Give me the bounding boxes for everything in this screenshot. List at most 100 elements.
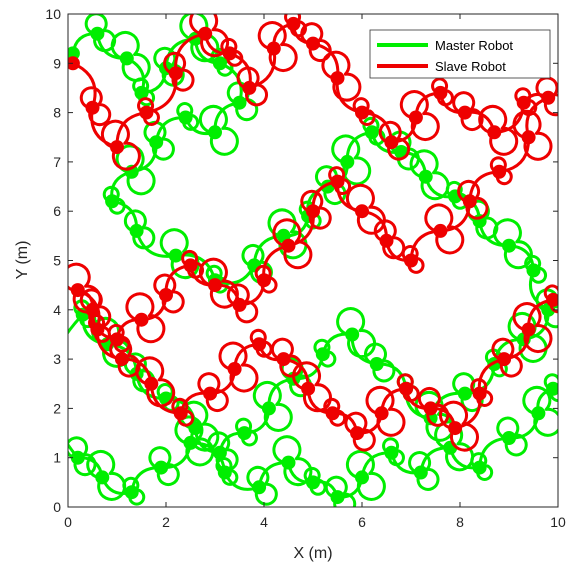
series-point-slave bbox=[110, 140, 124, 155]
series-point-master bbox=[306, 475, 320, 490]
x-tick-label: 4 bbox=[260, 514, 268, 530]
series-point-slave bbox=[114, 352, 129, 367]
series-point-slave bbox=[257, 273, 271, 288]
series-point-slave bbox=[252, 337, 267, 352]
series-point-master bbox=[178, 110, 193, 125]
series-line-slave bbox=[68, 14, 558, 452]
series-point-slave bbox=[208, 278, 222, 293]
series-point-slave bbox=[457, 105, 472, 120]
series-point-master bbox=[237, 426, 252, 441]
series-point-master bbox=[315, 347, 330, 362]
y-tick-label: 1 bbox=[53, 450, 61, 466]
series-point-master bbox=[129, 223, 144, 238]
y-tick-label: 7 bbox=[53, 154, 61, 170]
series-point-slave bbox=[516, 95, 531, 110]
series-point-slave bbox=[198, 26, 213, 41]
series-point-master bbox=[252, 480, 267, 495]
series-point-slave bbox=[433, 85, 448, 100]
series-point-master bbox=[281, 455, 296, 470]
series-point-slave bbox=[85, 100, 100, 115]
series-point-master bbox=[457, 386, 472, 401]
series-point-master bbox=[149, 135, 164, 150]
y-tick-label: 10 bbox=[45, 6, 61, 22]
series-point-slave bbox=[306, 36, 320, 51]
series-point-master bbox=[119, 51, 134, 66]
legend-slave-label: Slave Robot bbox=[435, 59, 506, 74]
series-point-slave bbox=[521, 130, 536, 145]
series-point-master bbox=[212, 56, 227, 71]
series-point-slave bbox=[144, 376, 159, 391]
y-tick-label: 4 bbox=[53, 302, 61, 318]
series-point-master bbox=[217, 465, 232, 480]
series-point-slave bbox=[242, 80, 257, 95]
series-point-slave bbox=[399, 381, 414, 396]
series-point-slave bbox=[384, 135, 399, 150]
series-point-master bbox=[183, 435, 198, 450]
series-point-slave bbox=[301, 381, 316, 396]
series-point-master bbox=[418, 169, 433, 184]
x-tick-label: 6 bbox=[358, 514, 366, 530]
y-tick-label: 9 bbox=[53, 55, 61, 71]
series-point-slave bbox=[374, 406, 389, 421]
series-point-slave bbox=[330, 71, 345, 86]
series-point-master bbox=[502, 431, 516, 445]
series-point-master bbox=[502, 238, 516, 253]
series-point-slave bbox=[70, 283, 85, 298]
series-point-master bbox=[168, 248, 183, 263]
y-tick-label: 6 bbox=[53, 203, 61, 219]
series-point-master bbox=[526, 263, 541, 278]
series-point-slave bbox=[168, 66, 183, 81]
series-point-master bbox=[364, 125, 379, 140]
series-point-slave bbox=[110, 332, 124, 347]
series-point-slave bbox=[266, 41, 281, 56]
series-point-slave bbox=[546, 292, 558, 307]
series-point-slave bbox=[276, 352, 291, 367]
y-tick-label: 0 bbox=[53, 499, 61, 515]
x-tick-label: 8 bbox=[456, 514, 464, 530]
series-point-master bbox=[340, 154, 355, 169]
x-axis-label: X (m) bbox=[293, 545, 332, 562]
data-layer bbox=[68, 14, 558, 507]
series-point-slave bbox=[90, 322, 105, 337]
legend-master-label: Master Robot bbox=[435, 38, 513, 53]
ticks-layer: 0 2 4 6 8 10 0 1 2 3 4 5 6 7 8 9 10 bbox=[45, 6, 566, 530]
x-tick-label: 10 bbox=[550, 514, 566, 530]
series-point-master bbox=[212, 445, 227, 460]
y-tick-label: 5 bbox=[53, 253, 61, 269]
series-point-master bbox=[345, 327, 360, 342]
y-tick-label: 2 bbox=[53, 400, 61, 416]
series-point-master bbox=[330, 490, 345, 505]
series-point-master bbox=[154, 460, 169, 475]
series-point-slave bbox=[355, 204, 369, 219]
series-point-slave bbox=[350, 426, 365, 441]
series-point-master bbox=[90, 26, 105, 41]
series-point-slave bbox=[355, 105, 369, 120]
series-point-master bbox=[134, 85, 149, 100]
series-point-master bbox=[355, 470, 369, 485]
series-point-slave bbox=[330, 174, 345, 189]
series-point-slave bbox=[379, 233, 394, 248]
series-point-master bbox=[261, 401, 276, 416]
series-point-master bbox=[413, 465, 428, 480]
series-point-master bbox=[546, 381, 558, 396]
series-point-slave bbox=[281, 238, 296, 253]
series-point-slave bbox=[183, 258, 198, 273]
x-tick-label: 0 bbox=[64, 514, 72, 530]
y-tick-label: 3 bbox=[53, 351, 61, 367]
series-point-master bbox=[531, 406, 546, 421]
series-point-slave bbox=[286, 16, 301, 31]
legend-box bbox=[369, 29, 551, 79]
series-point-master bbox=[369, 357, 384, 371]
series-point-master bbox=[247, 258, 262, 273]
series-point-slave bbox=[497, 352, 512, 367]
series-point-slave bbox=[448, 421, 463, 436]
series-point-slave bbox=[68, 56, 80, 71]
series-point-master bbox=[384, 445, 399, 460]
series-point-slave bbox=[139, 105, 154, 120]
series-point-slave bbox=[85, 302, 100, 317]
series-point-slave bbox=[203, 386, 218, 401]
series-point-slave bbox=[521, 322, 536, 337]
series-point-slave bbox=[408, 110, 423, 125]
series-point-slave bbox=[306, 204, 320, 219]
